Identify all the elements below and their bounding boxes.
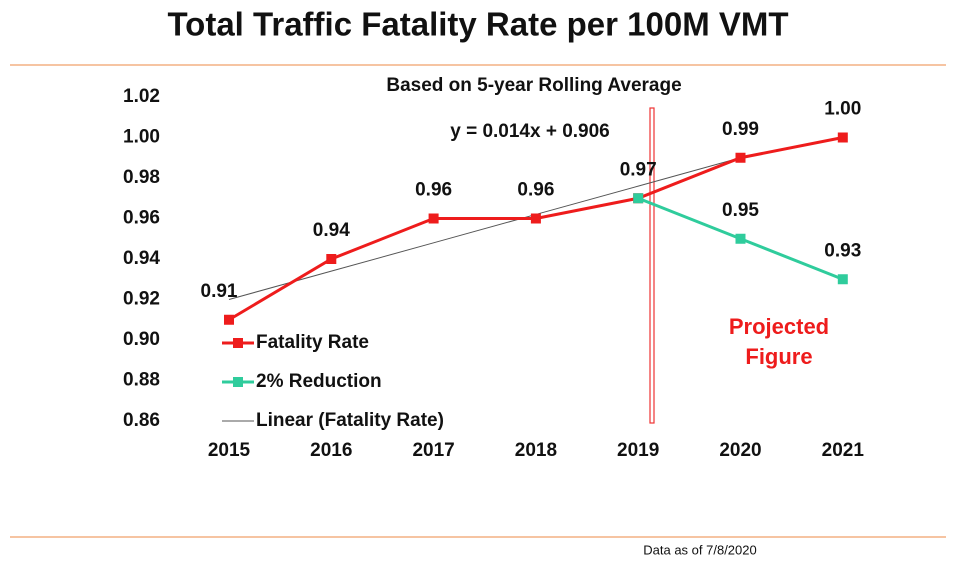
point-marker <box>224 314 234 325</box>
projected-label: Figure <box>745 344 812 369</box>
legend-label: Linear (Fatality Rate) <box>256 410 444 431</box>
data-label: 0.94 <box>313 220 350 241</box>
data-label: 0.93 <box>824 240 861 261</box>
data-label: 0.97 <box>620 159 657 180</box>
x-tick-label: 2020 <box>719 440 761 461</box>
point-marker <box>633 193 644 204</box>
point-marker <box>530 213 541 224</box>
legend-marker <box>233 377 243 387</box>
x-tick-label: 2017 <box>412 440 454 461</box>
x-tick-label: 2019 <box>617 440 659 461</box>
y-tick-label: 0.98 <box>123 167 160 188</box>
y-tick-label: 0.96 <box>123 208 160 229</box>
y-tick-label: 1.02 <box>123 86 160 107</box>
data-label: 0.96 <box>415 180 452 201</box>
trend-equation: y = 0.014x + 0.906 <box>450 121 610 142</box>
trend-line <box>228 157 741 300</box>
y-tick-label: 1.00 <box>123 127 160 148</box>
point-marker <box>735 152 746 163</box>
x-tick-label: 2021 <box>822 440 865 461</box>
point-marker <box>837 132 848 143</box>
subtitle: Based on 5-year Rolling Average <box>386 75 681 96</box>
data-label: 0.91 <box>201 281 238 302</box>
legend-marker <box>233 338 243 348</box>
point-marker <box>428 213 439 224</box>
footnote: Data as of 7/8/2020 <box>643 542 756 557</box>
legend-label: Fatality Rate <box>256 332 369 353</box>
projection-divider <box>649 107 655 424</box>
y-tick-label: 0.92 <box>123 289 160 310</box>
point-marker <box>735 233 746 244</box>
data-label: 0.99 <box>722 119 759 140</box>
x-tick-label: 2015 <box>208 440 251 461</box>
x-tick-label: 2016 <box>310 440 352 461</box>
y-tick-label: 0.88 <box>123 370 160 391</box>
data-label: 1.00 <box>824 99 861 120</box>
projected-label: Projected <box>729 314 829 339</box>
data-label: 0.96 <box>517 180 554 201</box>
y-tick-label: 0.90 <box>123 329 160 350</box>
x-tick-label: 2018 <box>515 440 557 461</box>
point-marker <box>837 274 848 285</box>
point-marker <box>326 254 337 264</box>
y-tick-label: 0.94 <box>123 248 160 269</box>
y-tick-label: 0.86 <box>123 410 160 431</box>
legend-label: 2% Reduction <box>256 371 382 392</box>
chart-title: Total Traffic Fatality Rate per 100M VMT <box>167 6 788 43</box>
data-label: 0.95 <box>722 200 759 221</box>
